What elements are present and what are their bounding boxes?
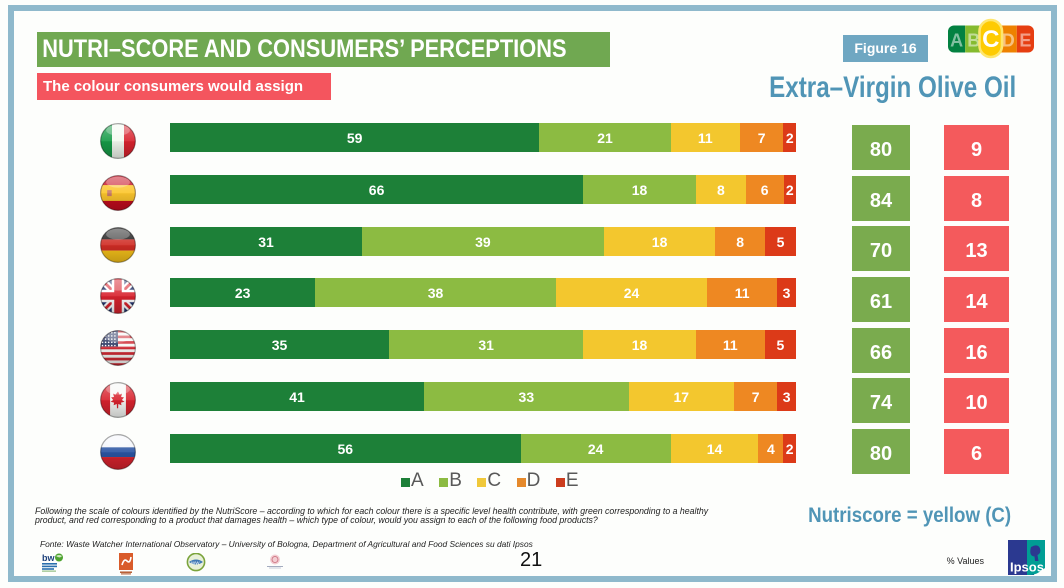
svg-text:A: A	[950, 31, 963, 51]
svg-text:Ipsos: Ipsos	[1010, 560, 1044, 575]
svg-text:E: E	[1019, 31, 1031, 51]
svg-text:C: C	[982, 26, 999, 53]
svg-text:B: B	[967, 31, 980, 51]
svg-text:D: D	[1002, 31, 1015, 51]
svg-text:bw: bw	[42, 553, 55, 563]
svg-text:WW: WW	[191, 561, 200, 566]
